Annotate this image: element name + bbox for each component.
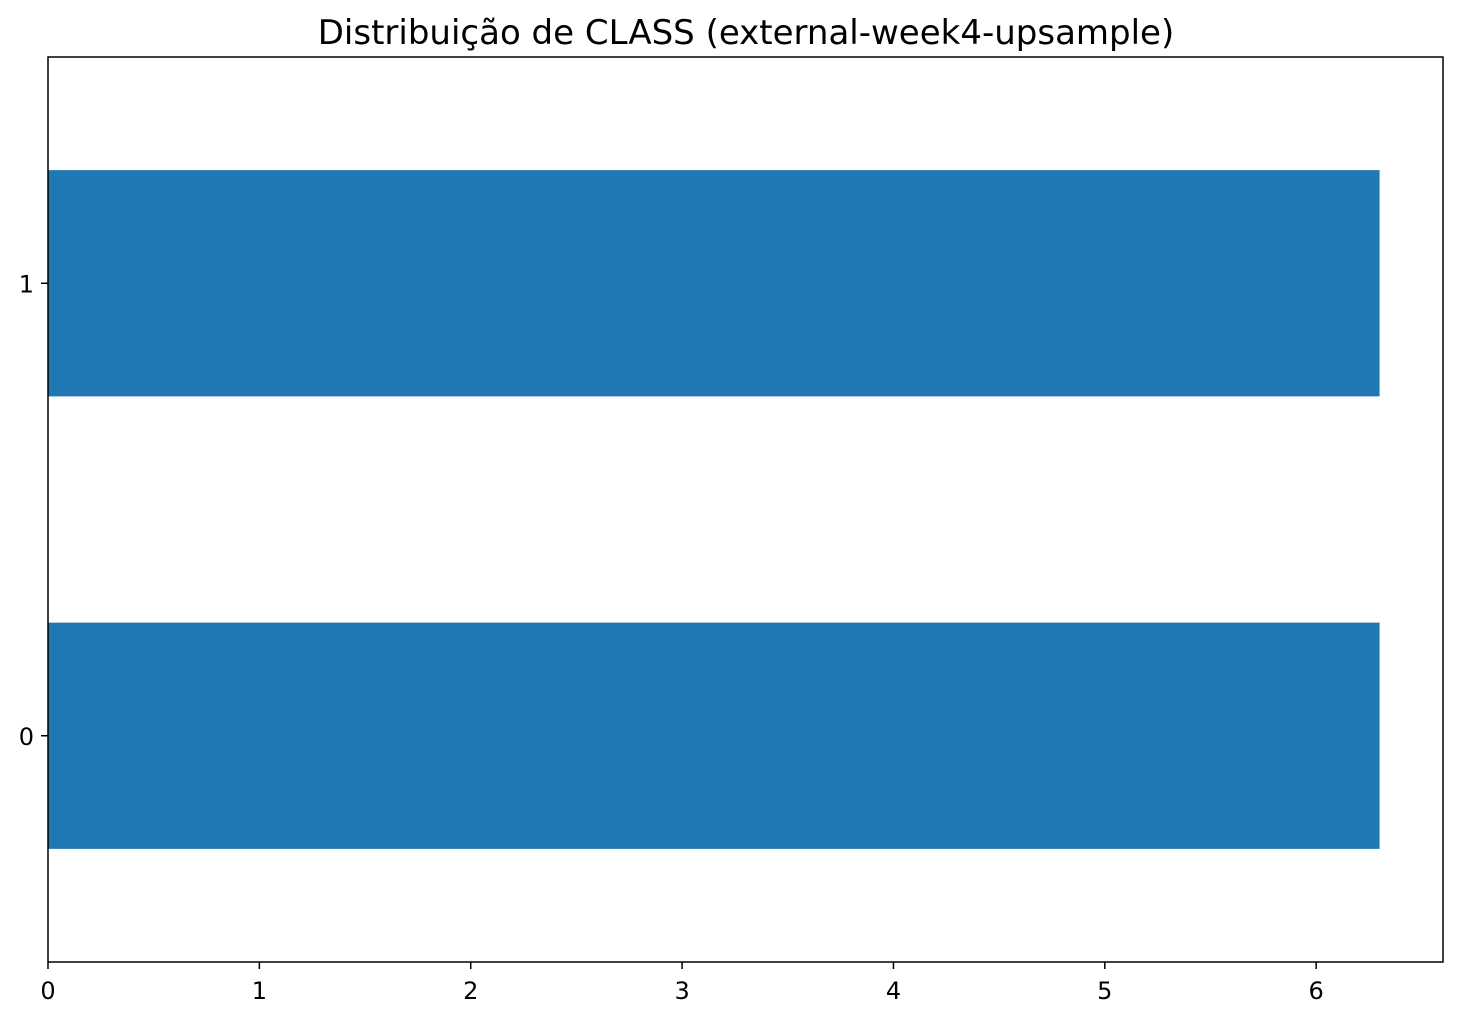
- chart-title: Distribuição de CLASS (external-week4-up…: [318, 13, 1175, 53]
- y-axis: 01: [19, 270, 48, 751]
- x-tick-label: 5: [1097, 977, 1112, 1005]
- plot-area-frame: [47, 56, 1444, 963]
- x-tick-label: 6: [1309, 977, 1324, 1005]
- y-tick-label: 1: [19, 270, 34, 298]
- x-tick-label: 4: [886, 977, 901, 1005]
- x-axis: 0 1 2 3 4 5 6: [40, 962, 1324, 1005]
- x-tick-label: 3: [674, 977, 689, 1005]
- bars-group: [48, 170, 1380, 849]
- x-tick-label: 2: [463, 977, 478, 1005]
- bar-class-1: [48, 170, 1380, 397]
- x-tick-label: 0: [40, 977, 55, 1005]
- x-tick-label: 1: [252, 977, 267, 1005]
- bar-class-0: [48, 622, 1380, 849]
- y-tick-label: 0: [19, 723, 34, 751]
